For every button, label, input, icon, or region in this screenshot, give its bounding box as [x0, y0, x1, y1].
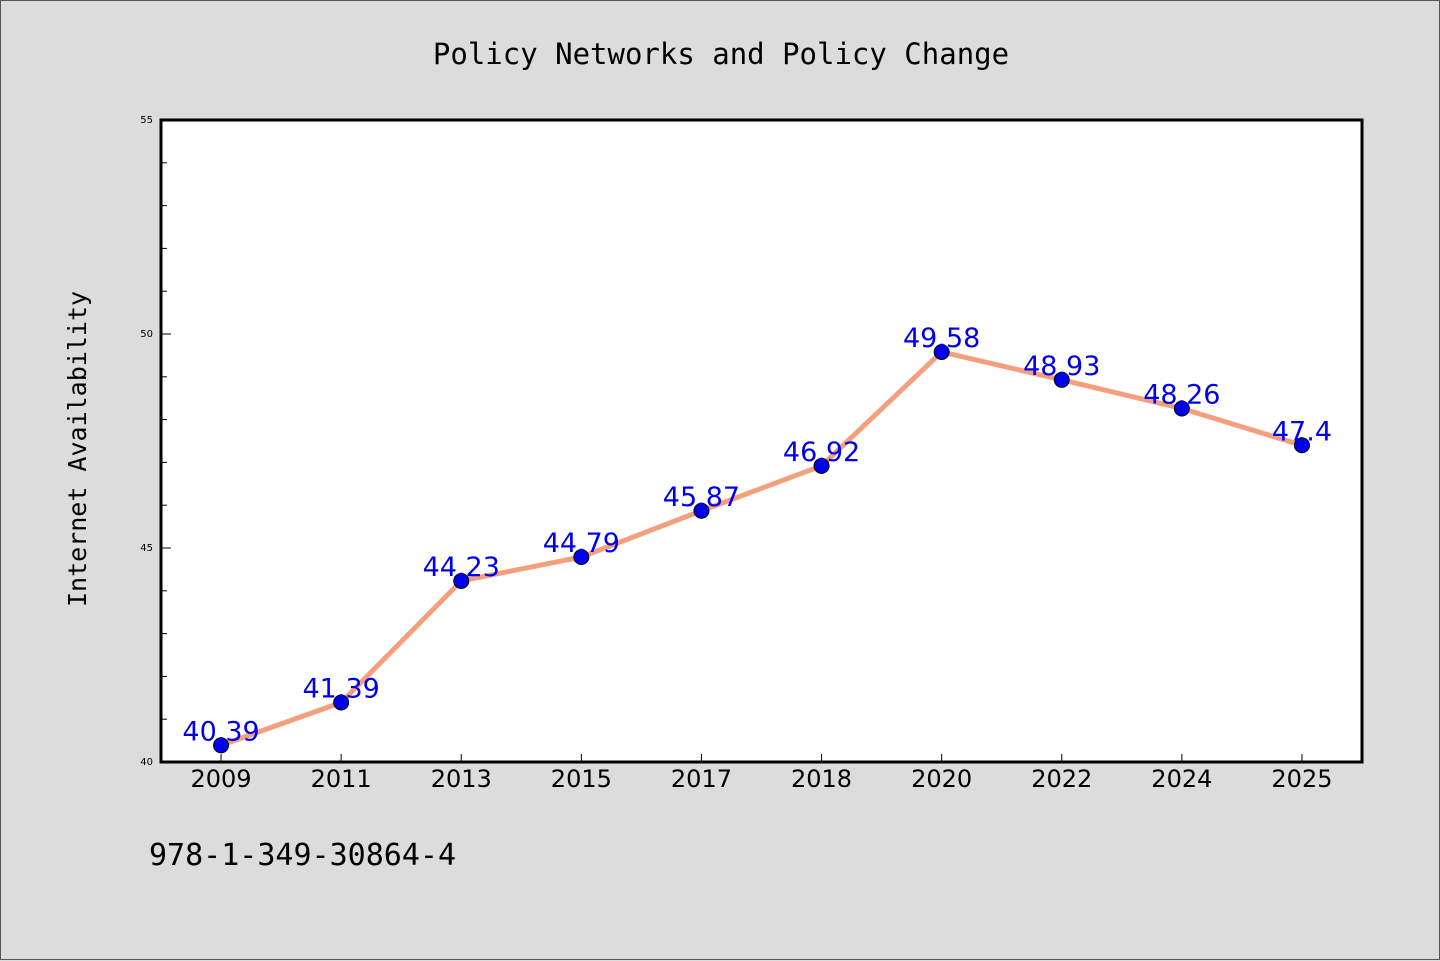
- data-label: 45.87: [663, 482, 740, 513]
- y-tick-label: 55: [140, 115, 153, 126]
- x-tick-label: 2009: [191, 765, 252, 793]
- x-tick-label: 2025: [1271, 765, 1332, 793]
- data-markers: [213, 343, 1310, 754]
- y-tick-label: 40: [140, 757, 153, 768]
- x-axis: 2009 2011 2013 2015 2017 2018 2020 2022 2024 2025: [191, 754, 1332, 793]
- x-tick-label: 2020: [911, 765, 972, 793]
- data-point: [573, 548, 590, 565]
- isbn-text: 978-1-349-30864-4: [149, 838, 456, 873]
- data-point: [1293, 437, 1310, 454]
- data-label: 41.39: [303, 674, 380, 705]
- x-tick-label: 2024: [1151, 765, 1212, 793]
- plot-area: [159, 118, 1364, 764]
- data-label: 49.58: [903, 323, 980, 354]
- data-labels: 40.39 41.39 44.23 44.79 45.87 46.92 49.58 48.93…: [182, 323, 1332, 747]
- data-label: 46.92: [783, 437, 860, 468]
- y-tick-label: 45: [140, 543, 153, 554]
- data-point: [933, 343, 950, 360]
- data-point: [1173, 400, 1190, 417]
- data-point: [1053, 371, 1070, 388]
- y-axis: 40 45 50 55: [140, 115, 171, 768]
- data-point: [333, 694, 350, 711]
- data-label: 44.79: [543, 528, 620, 559]
- data-point: [693, 502, 710, 519]
- data-point: [453, 572, 470, 589]
- x-tick-label: 2018: [791, 765, 852, 793]
- x-tick-label: 2017: [671, 765, 732, 793]
- x-tick-label: 2013: [431, 765, 492, 793]
- data-label: 47.4: [1272, 416, 1332, 447]
- data-point: [813, 457, 830, 474]
- chart-title: Policy Networks and Policy Change: [433, 37, 1009, 71]
- x-tick-label: 2022: [1031, 765, 1092, 793]
- data-label: 44.23: [423, 552, 500, 583]
- data-label: 40.39: [182, 716, 259, 747]
- data-label: 48.26: [1143, 379, 1220, 410]
- series-line: [220, 349, 1303, 748]
- y-axis-label: Internet Availability: [63, 291, 92, 607]
- x-tick-label: 2011: [311, 765, 372, 793]
- y-tick-label: 50: [140, 329, 153, 340]
- x-tick-label: 2015: [551, 765, 612, 793]
- data-label: 48.93: [1023, 351, 1100, 382]
- data-point: [213, 737, 230, 754]
